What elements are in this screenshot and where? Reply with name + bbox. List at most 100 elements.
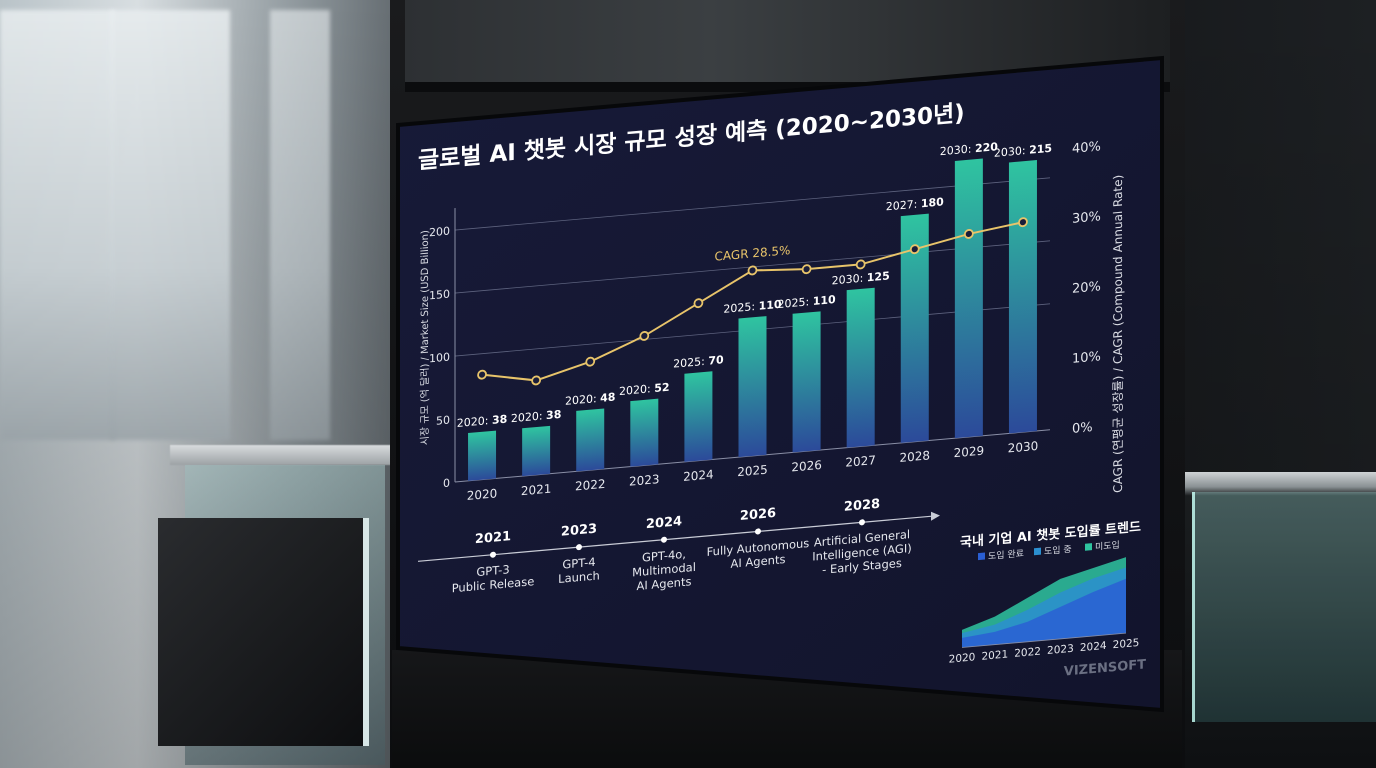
bar (576, 408, 605, 472)
area-legend: 도입 완료 도입 중 미도입 (978, 539, 1120, 562)
area-plot: 2020 2021 2022 2023 2024 2025 (949, 557, 1140, 666)
bar-data-label-value: 220 (975, 140, 998, 155)
area-x-tick-label: 2021 (981, 649, 1008, 663)
legend-swatch (978, 552, 985, 561)
area-x-tick-label: 2025 (1113, 637, 1140, 651)
area-series (962, 578, 1126, 648)
x-tick-label: 2027 (845, 453, 876, 470)
cagr-point (585, 356, 596, 367)
cagr-annotation: CAGR 28.5% (715, 243, 791, 264)
desk-panel (158, 518, 369, 746)
cagr-point (909, 244, 920, 255)
bar-data-label: 2020: 52 (619, 381, 669, 398)
x-tick-label: 2026 (791, 458, 822, 475)
bar-data-label-value: 110 (759, 298, 782, 313)
bar (954, 158, 983, 439)
bar-data-label-prefix: 2030: (832, 271, 867, 287)
bar (900, 213, 929, 443)
x-tick-label: 2028 (900, 448, 931, 465)
bar-data-label-prefix: 2030: (940, 142, 975, 158)
legend-label: 미도입 (1095, 539, 1120, 553)
bar-data-label: 2030: 125 (832, 269, 890, 287)
area-x-tick-label: 2022 (1014, 646, 1041, 660)
bar-data-label: 2020: 38 (457, 413, 507, 430)
y2-tick-label: 20% (1072, 279, 1101, 297)
window-pane (0, 10, 115, 440)
bar (468, 430, 497, 481)
cagr-point (477, 369, 487, 380)
window-pane (270, 10, 330, 440)
window-pane (110, 10, 230, 440)
legend-label: 도입 중 (1044, 543, 1072, 557)
y2-axis-label: CAGR (연평균 성장률) / CAGR (Compound Annual R… (1111, 174, 1125, 493)
cagr-point (531, 375, 542, 386)
timeline-year: 2024 (646, 514, 682, 532)
bar (738, 316, 767, 458)
right-counter (1178, 472, 1376, 768)
y2-tick-label: 30% (1072, 209, 1101, 227)
bar-data-label-value: 38 (492, 413, 507, 427)
x-tick-label: 2024 (683, 467, 714, 484)
y-tick-label: 50 (436, 414, 450, 428)
area-x-tick-label: 2023 (1047, 643, 1074, 657)
timeline-axis (418, 515, 932, 562)
y-tick-label: 100 (429, 351, 450, 366)
bar-data-label-prefix: 2025: (778, 295, 813, 311)
brand-logo-text: VIZENSOFT (1064, 657, 1146, 679)
bar-data-label-prefix: 2020: (457, 414, 492, 430)
x-tick-label: 2022 (575, 477, 606, 494)
timeline-year: 2028 (844, 497, 880, 515)
cagr-point (855, 259, 866, 270)
bar-data-label: 2030: 215 (994, 142, 1052, 160)
bar-data-label: 2020: 38 (511, 408, 561, 425)
bar-data-label-value: 70 (708, 353, 724, 367)
bar-data-label-value: 52 (654, 381, 669, 395)
x-tick-label: 2029 (954, 444, 985, 461)
bar-data-label-value: 125 (867, 269, 890, 284)
y-tick-label: 0 (443, 477, 450, 491)
area-x-axis (962, 632, 1126, 648)
grid-line (455, 177, 1050, 231)
x-tick-label: 2030 (1008, 439, 1039, 456)
timeline-event-text: Multimodal (632, 560, 696, 580)
bar (522, 425, 551, 477)
x-tick-label: 2023 (629, 472, 660, 489)
legend-swatch (1085, 543, 1092, 551)
bar-data-label-prefix: 2020: (511, 409, 546, 425)
timeline-marker (490, 551, 496, 558)
timeline-year: 2023 (561, 522, 597, 540)
right-glass-panel (1192, 492, 1376, 722)
bar-data-label: 2025: 70 (673, 353, 724, 370)
bar (846, 287, 875, 448)
cagr-point (963, 229, 974, 239)
timeline-event-text: Launch (558, 568, 600, 586)
bar (1008, 160, 1037, 434)
cagr-point (747, 265, 758, 276)
x-tick-label: 2020 (467, 486, 498, 503)
adoption-trend-chart: 국내 기업 AI 챗봇 도입률 트렌드 도입 완료 도입 중 미도입 2020 202… (949, 519, 1141, 666)
main-chart: 0 50 100 150 200 0% 10% 20% 30% 40% 2020: 38 2020 20… (429, 139, 1101, 503)
timeline-event-text: AI Agents (731, 552, 786, 571)
cagr-point (801, 264, 812, 275)
bar-data-label-prefix: 2025: (673, 355, 708, 371)
bar-data-label-value: 110 (813, 293, 836, 308)
timeline-event-text: GPT-4o, (642, 547, 686, 565)
legend-label: 도입 완료 (988, 547, 1024, 562)
bar-data-label: 2030: 220 (940, 140, 998, 158)
bar-data-label-prefix: 2025: (723, 300, 758, 316)
timeline-event-text: - Early Stages (822, 556, 902, 577)
timeline-marker (755, 528, 761, 535)
area-x-tick-label: 2020 (949, 651, 976, 665)
bar-data-label-value: 38 (546, 408, 561, 422)
bar-data-label: 2025: 110 (723, 298, 781, 316)
timeline-arrow-icon (931, 511, 940, 521)
bar (684, 371, 713, 462)
bar-data-label: 2025: 110 (778, 293, 836, 311)
reception-desk (170, 445, 395, 465)
y2-tick-label: 0% (1072, 420, 1093, 437)
y2-tick-label: 40% (1072, 139, 1101, 157)
y-tick-label: 150 (429, 288, 450, 303)
timeline-year: 2021 (475, 529, 511, 547)
